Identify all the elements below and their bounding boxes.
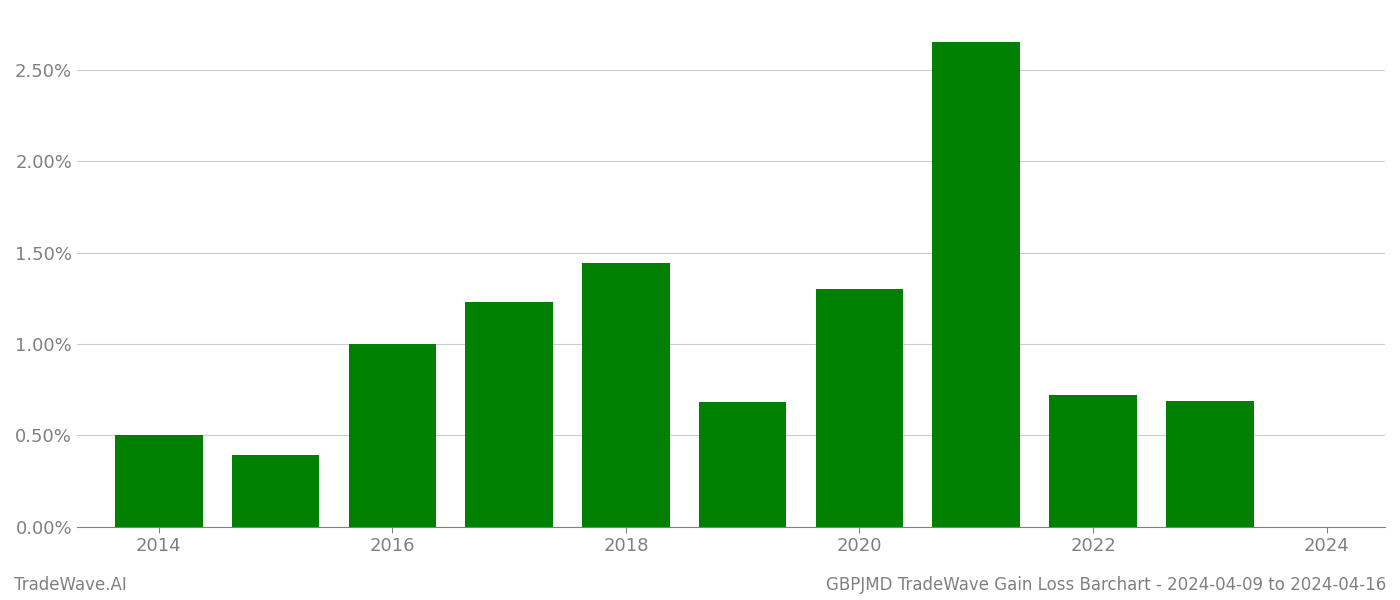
Bar xyxy=(115,435,203,527)
Bar xyxy=(932,43,1021,527)
Bar xyxy=(582,263,669,527)
Text: TradeWave.AI: TradeWave.AI xyxy=(14,576,127,594)
Bar xyxy=(699,403,787,527)
Bar xyxy=(349,344,437,527)
Bar xyxy=(1166,401,1253,527)
Bar xyxy=(816,289,903,527)
Text: GBPJMD TradeWave Gain Loss Barchart - 2024-04-09 to 2024-04-16: GBPJMD TradeWave Gain Loss Barchart - 20… xyxy=(826,576,1386,594)
Bar xyxy=(232,455,319,527)
Bar xyxy=(1049,395,1137,527)
Bar xyxy=(465,302,553,527)
